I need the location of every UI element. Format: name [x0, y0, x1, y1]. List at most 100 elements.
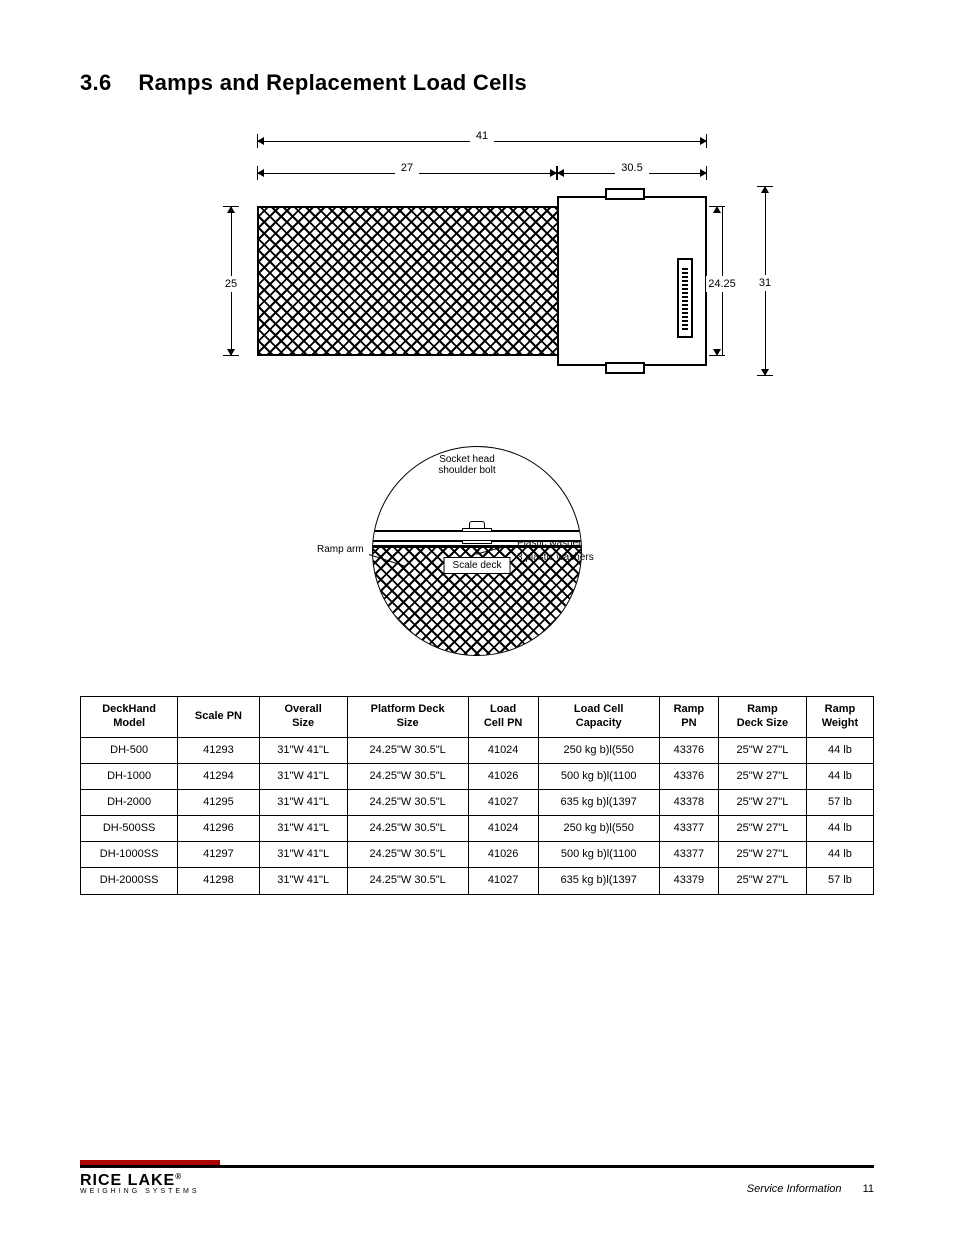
table-cell: 635 kg b)l(1397: [538, 868, 659, 894]
detail-circle: Scale deck: [372, 446, 582, 656]
table-cell: 41024: [468, 737, 538, 763]
table-cell: 41293: [178, 737, 259, 763]
table-cell: DH-2000: [81, 789, 178, 815]
table-cell: 31"W 41"L: [259, 789, 347, 815]
table-cell: 25"W 27"L: [718, 842, 806, 868]
footer-right: Service Information 11: [747, 1183, 874, 1195]
table-cell: 25"W 27"L: [718, 868, 806, 894]
table-cell: 24.25"W 30.5"L: [347, 868, 468, 894]
table-cell: 24.25"W 30.5"L: [347, 789, 468, 815]
table-cell: 43376: [659, 737, 718, 763]
table-cell: 41027: [468, 868, 538, 894]
table-header: Scale PN: [178, 697, 259, 738]
table-header: RampDeck Size: [718, 697, 806, 738]
heading-number: 3.6: [80, 70, 132, 96]
table-cell: 24.25"W 30.5"L: [347, 737, 468, 763]
table-row: DH-1000SS4129731"W 41"L24.25"W 30.5"L410…: [81, 842, 874, 868]
table-cell: 43377: [659, 816, 718, 842]
table-cell: 635 kg b)l(1397: [538, 789, 659, 815]
logo-sub: WEIGHING SYSTEMS: [80, 1188, 200, 1195]
page: 3.6 Ramps and Replacement Load Cells 41 …: [0, 0, 954, 1235]
dim-31-label: 31: [757, 275, 773, 291]
diagram-detail: Socket head shoulder bolt Ramp arm Plast…: [327, 446, 627, 656]
table-cell: 57 lb: [806, 868, 873, 894]
diagram-top-view: 41 27 30.5 25 24.25: [217, 126, 737, 386]
table-header: DeckHandModel: [81, 697, 178, 738]
table-cell: 25"W 27"L: [718, 789, 806, 815]
dim-2425: 24.25: [697, 206, 747, 356]
footer-page-number: 11: [863, 1183, 874, 1195]
table-cell: 31"W 41"L: [259, 842, 347, 868]
table-header: LoadCell PN: [468, 697, 538, 738]
table-row: DH-5004129331"W 41"L24.25"W 30.5"L410242…: [81, 737, 874, 763]
table-row: DH-2000SS4129831"W 41"L24.25"W 30.5"L410…: [81, 868, 874, 894]
platform-tab-bottom: [605, 362, 645, 374]
table-header: RampWeight: [806, 697, 873, 738]
footer-section: Service Information: [747, 1183, 842, 1195]
table-cell: 43378: [659, 789, 718, 815]
dim-41-label: 41: [470, 130, 494, 142]
table-header: OverallSize: [259, 697, 347, 738]
dim-2425-label: 24.25: [706, 276, 738, 292]
table-cell: DH-1000SS: [81, 842, 178, 868]
brand-logo: RICE LAKE® WEIGHING SYSTEMS: [80, 1172, 200, 1195]
dim-25-label: 25: [223, 276, 239, 292]
table-cell: 31"W 41"L: [259, 737, 347, 763]
page-footer: RICE LAKE® WEIGHING SYSTEMS Service Info…: [80, 1165, 874, 1195]
table-cell: 44 lb: [806, 816, 873, 842]
platform-handle: [677, 258, 693, 338]
table-cell: 43376: [659, 763, 718, 789]
table-row: DH-20004129531"W 41"L24.25"W 30.5"L41027…: [81, 789, 874, 815]
table-header: RampPN: [659, 697, 718, 738]
table-cell: 31"W 41"L: [259, 763, 347, 789]
spec-table-head: DeckHandModelScale PNOverallSizePlatform…: [81, 697, 874, 738]
table-cell: 24.25"W 30.5"L: [347, 816, 468, 842]
dim-25: 25: [211, 206, 251, 356]
spec-table: DeckHandModelScale PNOverallSizePlatform…: [80, 696, 874, 895]
table-cell: 25"W 27"L: [718, 816, 806, 842]
heading-title: Ramps and Replacement Load Cells: [138, 70, 527, 95]
registered-mark: ®: [175, 1172, 182, 1181]
footer-accent-bar: [80, 1160, 220, 1165]
table-cell: 41296: [178, 816, 259, 842]
detail-washer-bottom: [462, 540, 492, 544]
platform-tab-top: [605, 188, 645, 200]
table-header: Load CellCapacity: [538, 697, 659, 738]
table-cell: 31"W 41"L: [259, 868, 347, 894]
table-row: DH-10004129431"W 41"L24.25"W 30.5"L41026…: [81, 763, 874, 789]
table-cell: 41026: [468, 763, 538, 789]
table-cell: 44 lb: [806, 737, 873, 763]
dim-27: 27: [257, 164, 557, 182]
table-cell: 250 kg b)l(550: [538, 816, 659, 842]
spec-table-body: DH-5004129331"W 41"L24.25"W 30.5"L410242…: [81, 737, 874, 894]
table-cell: 41294: [178, 763, 259, 789]
table-cell: 250 kg b)l(550: [538, 737, 659, 763]
table-cell: 44 lb: [806, 763, 873, 789]
table-cell: 25"W 27"L: [718, 763, 806, 789]
table-cell: 57 lb: [806, 789, 873, 815]
ramp-deck: [257, 206, 577, 356]
table-cell: 44 lb: [806, 842, 873, 868]
table-cell: 31"W 41"L: [259, 816, 347, 842]
callout-ramp-arm: Ramp arm: [317, 544, 364, 555]
table-cell: DH-2000SS: [81, 868, 178, 894]
label-scale-deck: Scale deck: [444, 557, 511, 574]
detail-bolt: [469, 521, 485, 529]
table-cell: DH-1000: [81, 763, 178, 789]
dim-305-label: 30.5: [615, 162, 648, 174]
table-cell: 41298: [178, 868, 259, 894]
table-cell: 41027: [468, 789, 538, 815]
table-cell: 41024: [468, 816, 538, 842]
table-row: DH-500SS4129631"W 41"L24.25"W 30.5"L4102…: [81, 816, 874, 842]
table-cell: 500 kg b)l(1100: [538, 842, 659, 868]
dim-27-label: 27: [395, 162, 419, 174]
logo-main: RICE LAKE: [80, 1172, 175, 1189]
table-cell: 24.25"W 30.5"L: [347, 842, 468, 868]
dim-305: 30.5: [557, 164, 707, 182]
table-cell: 43377: [659, 842, 718, 868]
table-cell: 24.25"W 30.5"L: [347, 763, 468, 789]
table-cell: 500 kg b)l(1100: [538, 763, 659, 789]
label-ramp-arm: Ramp arm: [317, 544, 364, 555]
table-cell: DH-500SS: [81, 816, 178, 842]
section-heading: 3.6 Ramps and Replacement Load Cells: [80, 70, 874, 96]
